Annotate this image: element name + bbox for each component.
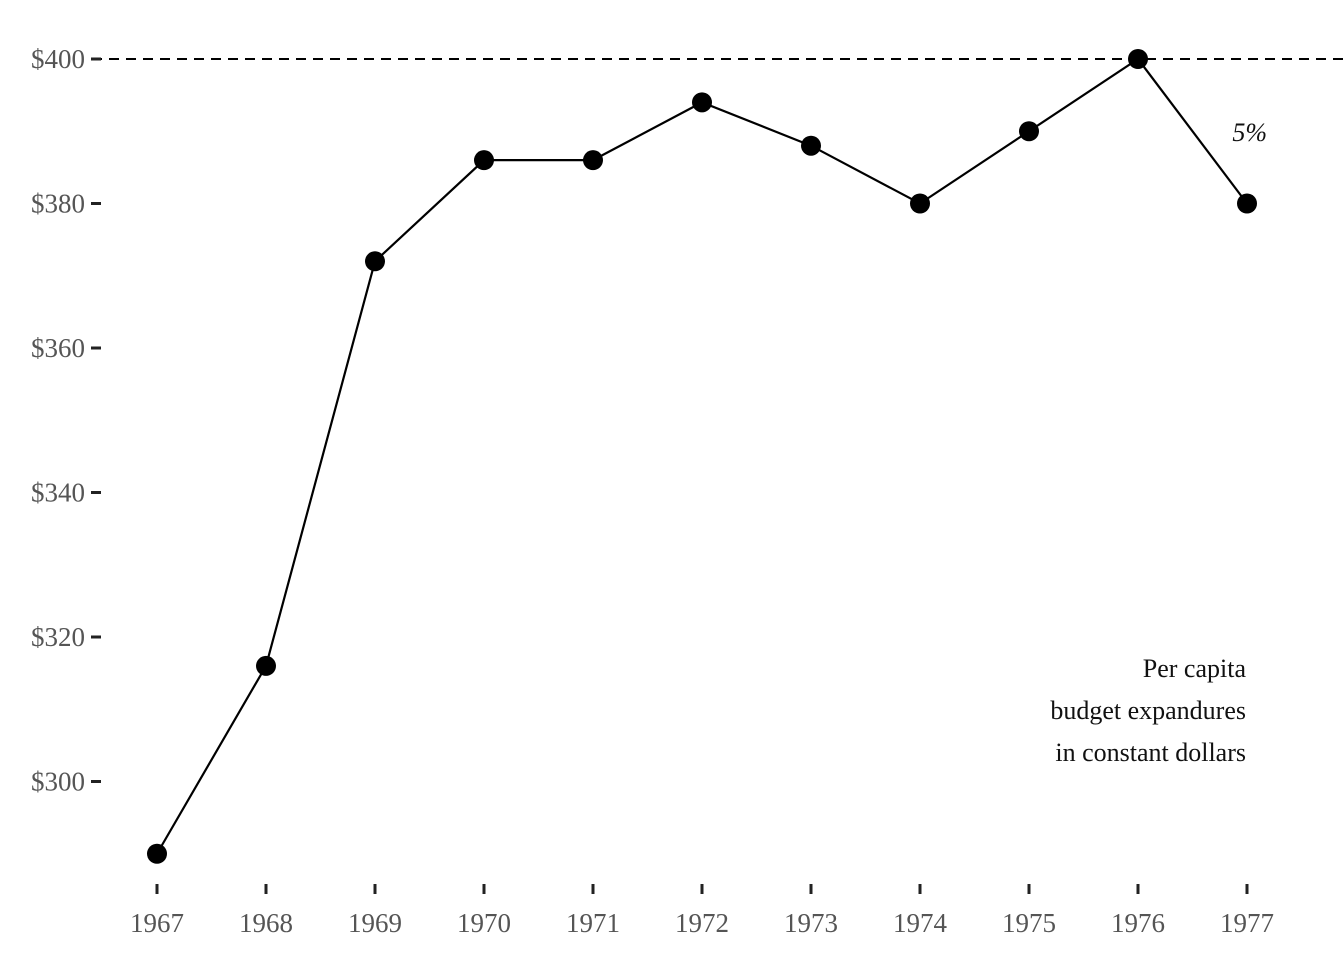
x-tick-label: 1972 [675,908,729,938]
caption-line-2: budget expandures [1050,696,1246,725]
y-tick-label: $320 [31,622,85,652]
x-tick-label: 1967 [130,908,184,938]
y-tick-label: $400 [31,44,85,74]
data-point [365,251,385,272]
data-point [474,150,494,171]
data-point [147,843,167,864]
percent-annotation: 5% [1232,118,1267,147]
caption-line-3: in constant dollars [1055,738,1246,767]
data-point [1237,193,1257,214]
x-tick-label: 1973 [784,908,838,938]
x-tick-label: 1977 [1220,908,1274,938]
data-point [801,135,821,156]
data-point [256,655,276,676]
data-point [1128,49,1148,69]
x-tick-label: 1969 [348,908,402,938]
series-line-layer [156,57,1248,855]
data-point [1019,121,1039,142]
data-point [583,150,603,171]
x-tick-label: 1976 [1111,908,1165,938]
x-tick-label: 1968 [239,908,293,938]
x-tick-label: 1970 [457,908,511,938]
series-line [156,57,1248,855]
x-tick-label: 1974 [893,908,948,938]
data-point [910,193,930,214]
x-tick-label: 1975 [1002,908,1056,938]
y-axis: $300 $320 $340 $360 $380 $400 [31,44,101,797]
annotations: 5% Per capita budget expandures in const… [1050,118,1267,767]
y-tick-label: $380 [31,189,85,219]
x-tick-label: 1971 [566,908,620,938]
y-tick-label: $360 [31,333,85,363]
data-point [692,92,712,113]
y-tick-label: $300 [31,767,85,797]
x-axis: 1967 1968 1969 1970 1971 1972 1973 1974 1975 1976… [130,884,1274,938]
caption-line-1: Per capita [1143,654,1247,683]
data-points [147,49,1257,864]
y-tick-label: $340 [31,478,85,508]
